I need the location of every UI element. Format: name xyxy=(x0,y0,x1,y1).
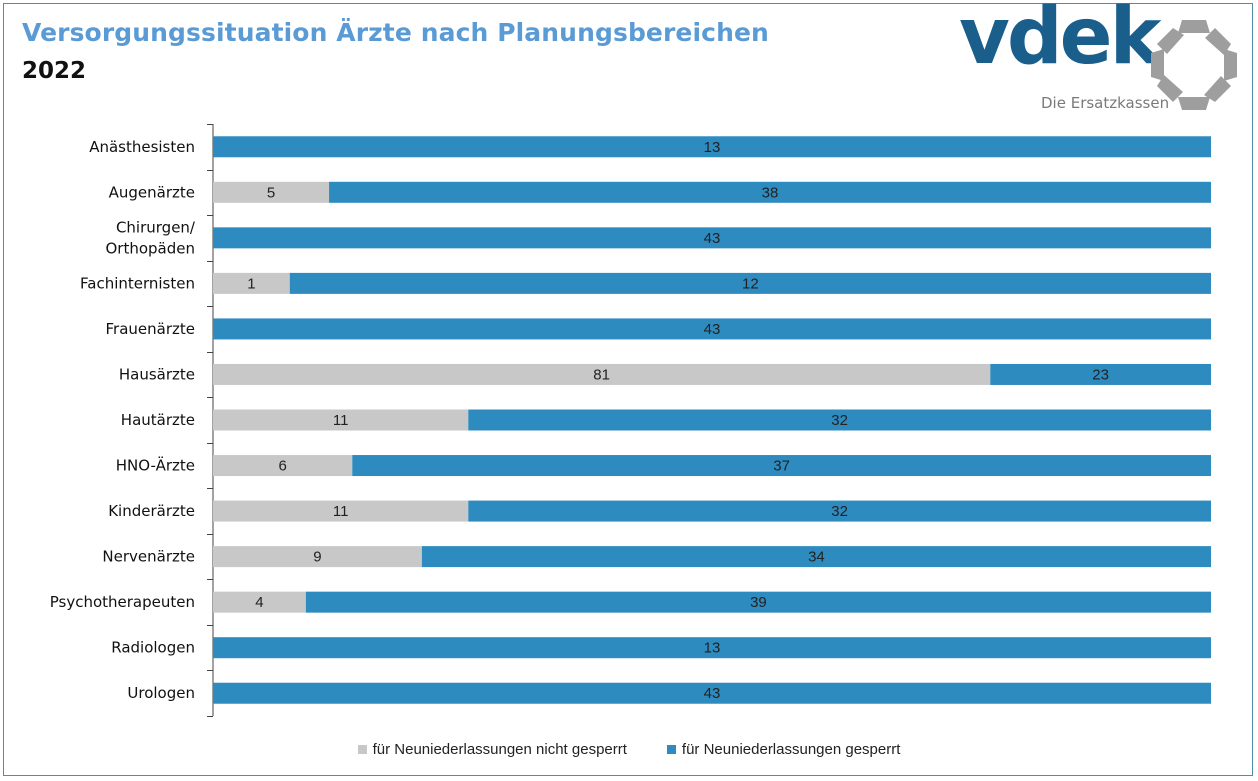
data-label: 38 xyxy=(762,184,779,201)
bar-segment-blocked xyxy=(289,272,1211,294)
data-label: 34 xyxy=(808,549,825,566)
category-label: Nervenärzte xyxy=(102,548,195,566)
logo-tagline: Die Ersatzkassen xyxy=(1041,94,1170,112)
bar-segment-blocked xyxy=(213,318,1211,340)
logo-ring-icon xyxy=(1151,20,1237,110)
category-label: Orthopäden xyxy=(105,239,195,257)
data-label: 12 xyxy=(742,275,759,292)
category-label: Fachinternisten xyxy=(80,274,195,292)
chart-frame xyxy=(3,3,1253,776)
bar-segment-not-blocked xyxy=(213,181,330,203)
bar-segment-blocked xyxy=(990,363,1211,385)
bar-segment-not-blocked xyxy=(213,546,422,568)
data-label: 37 xyxy=(773,458,790,475)
bar-segment-blocked xyxy=(352,455,1211,477)
bar-segment-not-blocked xyxy=(213,272,290,294)
data-label: 23 xyxy=(1092,366,1109,383)
category-label: HNO-Ärzte xyxy=(116,456,195,475)
category-label: Hausärzte xyxy=(119,365,195,383)
logo-wordmark: vdek xyxy=(959,0,1161,82)
data-label: 6 xyxy=(278,458,286,475)
chart-subtitle: 2022 xyxy=(22,58,87,84)
data-label: 9 xyxy=(313,549,321,566)
legend: für Neuniederlassungen nicht gesperrt fü… xyxy=(0,741,1258,758)
category-label: Radiologen xyxy=(111,639,195,657)
data-label: 1 xyxy=(247,275,255,292)
bar-segment-blocked xyxy=(213,682,1211,704)
category-label: Chirurgen/ xyxy=(116,218,196,236)
bar-segment-blocked xyxy=(468,409,1211,431)
category-label: Frauenärzte xyxy=(106,320,195,338)
data-label: 43 xyxy=(704,685,721,702)
bar-segment-blocked xyxy=(213,136,1211,158)
data-label: 4 xyxy=(255,594,263,611)
data-label: 43 xyxy=(704,230,721,247)
legend-item-blocked: für Neuniederlassungen gesperrt xyxy=(666,741,901,758)
bar-segment-blocked xyxy=(305,591,1211,613)
bar-segment-blocked xyxy=(213,227,1211,249)
bar-segment-blocked xyxy=(421,546,1211,568)
legend-swatch-blocked xyxy=(666,745,676,754)
category-label: Augenärzte xyxy=(109,183,195,201)
category-label: Anästhesisten xyxy=(89,138,195,156)
legend-label-blocked: für Neuniederlassungen gesperrt xyxy=(681,741,901,758)
bar-segment-blocked xyxy=(329,181,1211,203)
bar-segment-not-blocked xyxy=(213,409,469,431)
legend-swatch-not-blocked xyxy=(357,745,367,754)
data-label: 5 xyxy=(267,184,275,201)
data-label: 11 xyxy=(333,412,349,429)
bar-segment-blocked xyxy=(468,500,1211,522)
bar-segment-not-blocked xyxy=(213,500,469,522)
bar-segment-blocked xyxy=(213,637,1211,659)
legend-label-not-blocked: für Neuniederlassungen nicht gesperrt xyxy=(372,741,627,758)
data-label: 13 xyxy=(704,139,721,156)
data-label: 11 xyxy=(333,503,349,520)
bar-segment-not-blocked xyxy=(213,363,991,385)
data-label: 13 xyxy=(704,640,721,657)
category-label: Hautärzte xyxy=(121,411,195,429)
data-label: 32 xyxy=(831,412,848,429)
category-label: Urologen xyxy=(127,684,195,702)
category-label: Kinderärzte xyxy=(108,502,195,520)
data-label: 32 xyxy=(831,503,848,520)
data-label: 81 xyxy=(593,366,610,383)
data-label: 39 xyxy=(750,594,767,611)
chart-title: Versorgungssituation Ärzte nach Planungs… xyxy=(22,18,769,47)
category-label: Psychotherapeuten xyxy=(50,593,195,611)
bar-segment-not-blocked xyxy=(213,455,353,477)
legend-item-not-blocked: für Neuniederlassungen nicht gesperrt xyxy=(357,741,627,758)
bar-segment-not-blocked xyxy=(213,591,306,613)
data-label: 43 xyxy=(704,321,721,338)
vdek-logo: vdek Die Ersatzkassen xyxy=(955,0,1245,118)
